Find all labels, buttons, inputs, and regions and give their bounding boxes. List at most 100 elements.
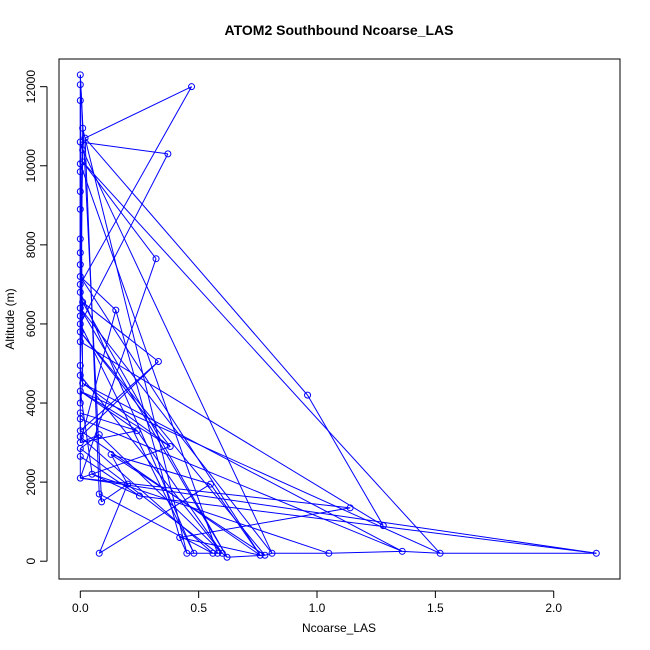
data-point bbox=[88, 470, 96, 478]
series-line-segment bbox=[139, 495, 597, 554]
series-line-segment bbox=[99, 493, 214, 554]
series-line-segment bbox=[110, 454, 129, 485]
data-point bbox=[183, 549, 191, 557]
series-line-segment bbox=[82, 382, 403, 552]
data-point bbox=[76, 138, 84, 146]
y-tick-label: 4000 bbox=[24, 389, 38, 416]
data-point bbox=[76, 304, 84, 312]
data-point bbox=[379, 522, 387, 530]
x-tick-label: 1.5 bbox=[427, 601, 444, 615]
data-point bbox=[209, 549, 217, 557]
data-point bbox=[76, 312, 84, 320]
data-point bbox=[79, 146, 87, 154]
series-line-segment bbox=[227, 554, 265, 558]
series-line-segment bbox=[80, 412, 138, 432]
series-line-segment bbox=[84, 137, 308, 396]
data-point bbox=[436, 549, 444, 557]
data-point bbox=[398, 547, 406, 555]
chart-title: ATOM2 Southbound Ncoarse_LAS bbox=[225, 22, 454, 38]
data-point bbox=[256, 551, 264, 559]
x-tick-label: 2.0 bbox=[545, 601, 562, 615]
data-point bbox=[76, 249, 84, 257]
series-line-segment bbox=[80, 455, 140, 497]
series-line-segment bbox=[82, 161, 441, 554]
series-line-segment bbox=[98, 483, 211, 554]
data-point bbox=[76, 452, 84, 460]
data-point bbox=[95, 490, 103, 498]
data-point bbox=[76, 235, 84, 243]
data-point bbox=[76, 81, 84, 89]
data-point bbox=[223, 553, 231, 561]
data-point bbox=[98, 498, 106, 506]
data-point bbox=[76, 361, 84, 369]
series-line-segment bbox=[79, 331, 171, 447]
series-line-segment bbox=[115, 309, 181, 538]
data-point bbox=[76, 445, 84, 453]
series-line-segment bbox=[101, 483, 128, 503]
data-point bbox=[76, 320, 84, 328]
data-point bbox=[76, 338, 84, 346]
data-point bbox=[166, 443, 174, 451]
series-line-segment bbox=[402, 550, 441, 554]
series-line-segment bbox=[179, 536, 261, 556]
data-point bbox=[135, 492, 143, 500]
data-point bbox=[133, 427, 141, 435]
series-line-segment bbox=[79, 323, 195, 554]
series-line-segment bbox=[79, 163, 219, 554]
x-tick-label: 0.5 bbox=[190, 601, 207, 615]
series-line-segment bbox=[80, 390, 171, 447]
series-line-segment bbox=[79, 86, 192, 285]
data-point bbox=[76, 387, 84, 395]
data-point bbox=[76, 272, 84, 280]
data-point bbox=[188, 83, 196, 91]
series-line-segment bbox=[79, 276, 261, 556]
plot-frame bbox=[58, 58, 621, 580]
series-line-segment bbox=[80, 434, 100, 449]
data-point bbox=[76, 399, 84, 407]
series-line-segment bbox=[82, 149, 273, 554]
data-point bbox=[107, 450, 115, 458]
y-tick-label: 8000 bbox=[24, 231, 38, 258]
data-point bbox=[76, 280, 84, 288]
series-line-segment bbox=[79, 276, 117, 311]
data-point bbox=[214, 549, 222, 557]
series-lines bbox=[79, 74, 597, 558]
data-point bbox=[218, 549, 226, 557]
series-line-segment bbox=[82, 301, 159, 362]
series-line-segment bbox=[84, 138, 100, 495]
data-point bbox=[79, 124, 87, 132]
y-tick-label: 10000 bbox=[24, 149, 38, 183]
data-point bbox=[95, 431, 103, 439]
data-point bbox=[592, 549, 600, 557]
series-line-segment bbox=[79, 436, 214, 554]
data-point bbox=[112, 306, 120, 314]
data-point bbox=[76, 261, 84, 269]
data-point bbox=[190, 549, 198, 557]
series-line-segment bbox=[307, 394, 384, 526]
data-point bbox=[176, 533, 184, 541]
data-point bbox=[79, 379, 87, 387]
series-line-segment bbox=[80, 448, 218, 554]
series-line-segment bbox=[79, 307, 273, 554]
data-point bbox=[95, 549, 103, 557]
series-line-segment bbox=[84, 137, 188, 554]
data-point bbox=[76, 187, 84, 195]
data-point bbox=[152, 255, 160, 263]
x-axis-label: Ncoarse_LAS bbox=[302, 621, 376, 635]
data-point bbox=[76, 371, 84, 379]
series-line-segment bbox=[80, 418, 403, 552]
series-line-segment bbox=[79, 292, 195, 554]
series-line-segment bbox=[79, 361, 159, 432]
data-point bbox=[261, 551, 269, 559]
series-line-segment bbox=[79, 375, 84, 384]
data-point bbox=[164, 150, 172, 158]
y-tick-label: 6000 bbox=[24, 310, 38, 337]
series-line-segment bbox=[80, 341, 384, 527]
series-line-segment bbox=[110, 454, 266, 556]
series-line-segment bbox=[179, 507, 351, 538]
data-point bbox=[206, 480, 214, 488]
data-point bbox=[81, 134, 89, 142]
data-point bbox=[76, 168, 84, 176]
series-line-segment bbox=[80, 141, 168, 155]
